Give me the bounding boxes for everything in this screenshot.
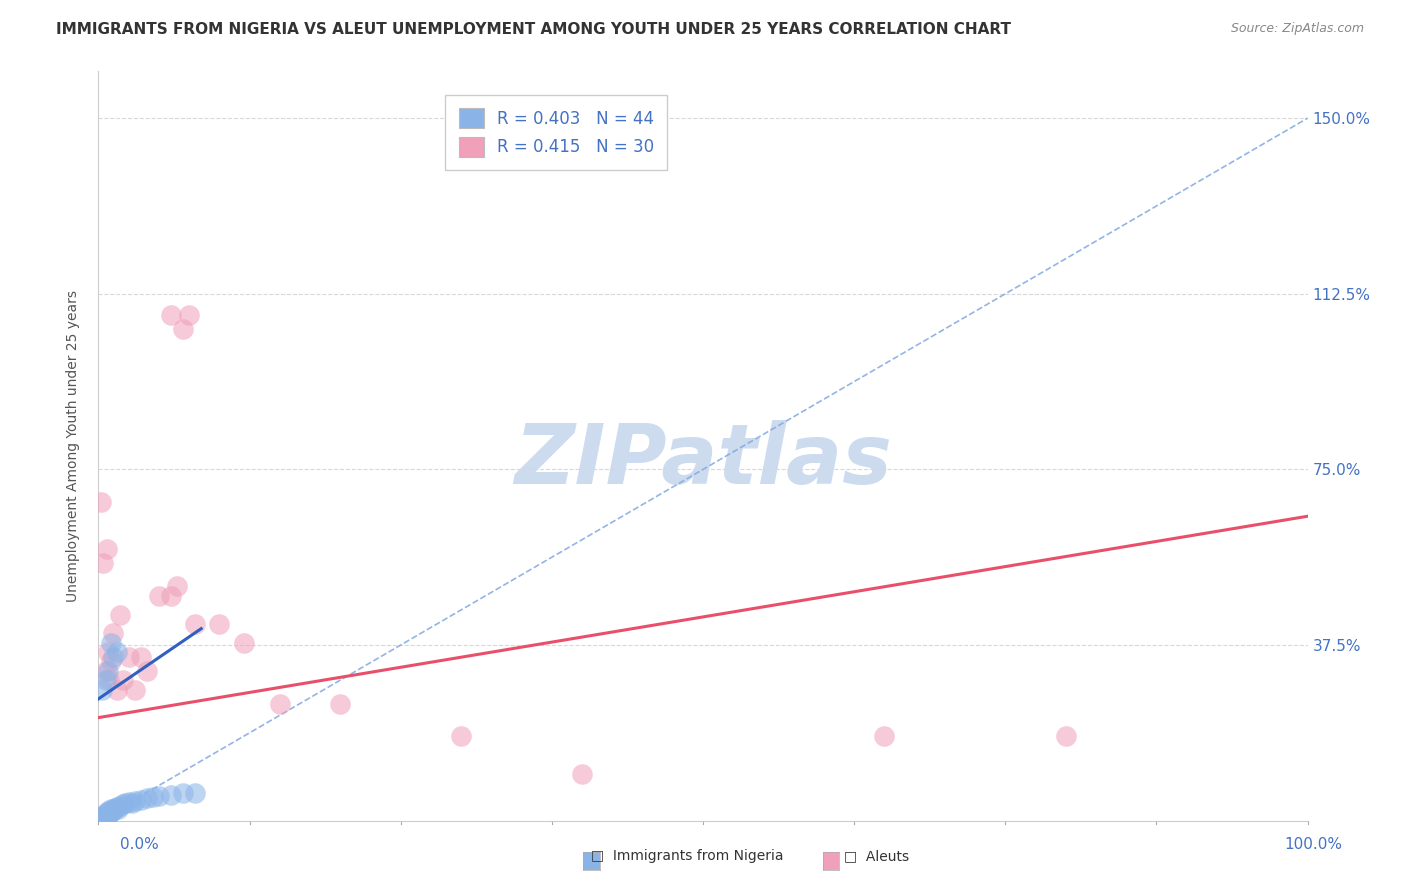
Point [100, 805, 122, 820]
Point [91, 810, 114, 824]
Point [160, 788, 183, 802]
Point [97, 805, 120, 819]
Point [94, 664, 117, 678]
Point [101, 626, 124, 640]
Point [450, 730, 472, 744]
Point [571, 767, 593, 781]
Point [100, 635, 122, 649]
Point [91, 682, 114, 697]
Point [121, 796, 143, 810]
Point [91, 813, 114, 827]
Point [97, 808, 120, 822]
Point [124, 794, 146, 808]
Point [129, 649, 152, 664]
Point [91, 812, 114, 826]
Point [107, 802, 129, 816]
Point [97, 645, 120, 659]
Point [329, 697, 352, 711]
Point [91, 809, 114, 823]
Point [90, 495, 112, 509]
Point [90, 814, 112, 828]
Point [91, 556, 114, 570]
Point [172, 787, 194, 801]
Text: 0.0%: 0.0% [120, 837, 159, 852]
Text: IMMIGRANTS FROM NIGERIA VS ALEUT UNEMPLOYMENT AMONG YOUTH UNDER 25 YEARS CORRELA: IMMIGRANTS FROM NIGERIA VS ALEUT UNEMPLO… [56, 22, 1011, 37]
Point [93, 813, 115, 827]
Point [108, 798, 131, 813]
Point [93, 811, 115, 825]
Point [208, 617, 231, 632]
Point [135, 791, 157, 805]
Point [98, 806, 121, 821]
Point [135, 664, 157, 678]
Point [269, 697, 291, 711]
Point [114, 796, 136, 810]
Point [142, 790, 165, 805]
Point [96, 809, 118, 823]
Y-axis label: Unemployment Among Youth under 25 years: Unemployment Among Youth under 25 years [66, 290, 80, 602]
Point [98, 673, 121, 688]
Point [873, 730, 896, 744]
Point [100, 805, 122, 819]
Point [96, 542, 118, 557]
Point [94, 806, 117, 821]
Point [101, 649, 124, 664]
Point [148, 789, 170, 804]
Point [148, 589, 170, 603]
Point [90, 811, 112, 825]
Point [97, 664, 120, 678]
Point [94, 673, 117, 688]
Point [232, 635, 254, 649]
Point [184, 617, 207, 632]
Point [96, 805, 118, 820]
Text: Source: ZipAtlas.com: Source: ZipAtlas.com [1230, 22, 1364, 36]
Point [129, 792, 152, 806]
Point [160, 308, 183, 322]
Point [105, 799, 128, 814]
Point [166, 580, 188, 594]
Point [184, 786, 207, 800]
Point [93, 808, 115, 822]
Point [108, 607, 131, 622]
Point [179, 308, 201, 322]
Text: □  Immigrants from Nigeria: □ Immigrants from Nigeria [591, 849, 783, 863]
Text: 100.0%: 100.0% [1285, 837, 1343, 852]
Point [118, 795, 141, 809]
Point [100, 802, 122, 816]
Point [100, 655, 122, 669]
Point [118, 649, 141, 664]
Point [1054, 730, 1077, 744]
Text: □  Aleuts: □ Aleuts [844, 849, 908, 863]
Text: ZIPatlas: ZIPatlas [515, 420, 891, 501]
Point [94, 810, 117, 824]
Point [111, 673, 134, 688]
Point [124, 682, 146, 697]
Point [160, 589, 183, 603]
Point [111, 797, 134, 812]
Point [105, 682, 128, 697]
Point [91, 812, 114, 826]
Point [101, 802, 124, 816]
Legend: R = 0.403   N = 44, R = 0.415   N = 30: R = 0.403 N = 44, R = 0.415 N = 30 [446, 95, 668, 170]
Point [103, 803, 125, 817]
Point [104, 800, 127, 814]
Point [172, 322, 194, 336]
Point [105, 645, 128, 659]
